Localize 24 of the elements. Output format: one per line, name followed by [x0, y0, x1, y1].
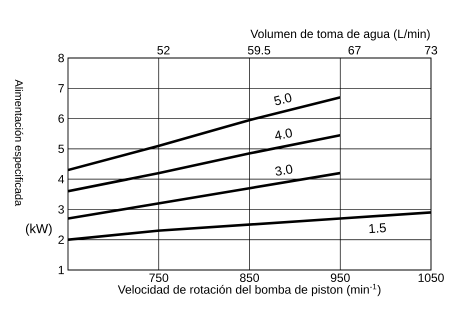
- y-tick-label: 3: [58, 205, 64, 214]
- text: 5.0: [274, 93, 292, 106]
- y-tick-label: 1: [58, 266, 64, 274]
- y-tick-label: 7: [58, 84, 64, 92]
- y-tick-label: 4: [58, 175, 64, 184]
- y-tick-label: 2: [58, 236, 64, 244]
- x2-tick-label: 73: [424, 46, 438, 54]
- text: (kW): [26, 224, 52, 236]
- x-tick-label: 850: [240, 274, 260, 282]
- x2-tick-label: 52: [157, 46, 170, 54]
- x-tick-label: 1050: [418, 274, 444, 282]
- x-tick-label: 750: [149, 274, 168, 282]
- y-tick-label: 5: [58, 144, 64, 154]
- x2-axis-title: Volumen de toma de agua (L/min): [250, 29, 430, 40]
- x2-tick-label: 59.5: [248, 46, 270, 54]
- x-tick-label: 950: [330, 274, 350, 282]
- series-label: 1.5: [369, 223, 386, 234]
- text: 4.0: [275, 128, 292, 140]
- x2-tick-label: 67: [348, 46, 361, 54]
- y-tick-label: 6: [58, 114, 64, 123]
- text: 3.0: [275, 164, 292, 176]
- x-axis-title: Velocidad de rotación del bomba de piston (min$^{-1}$): [118, 284, 380, 296]
- y-axis-title: Alimentación especificada: [12, 79, 24, 206]
- y-tick-label: 8: [58, 54, 64, 62]
